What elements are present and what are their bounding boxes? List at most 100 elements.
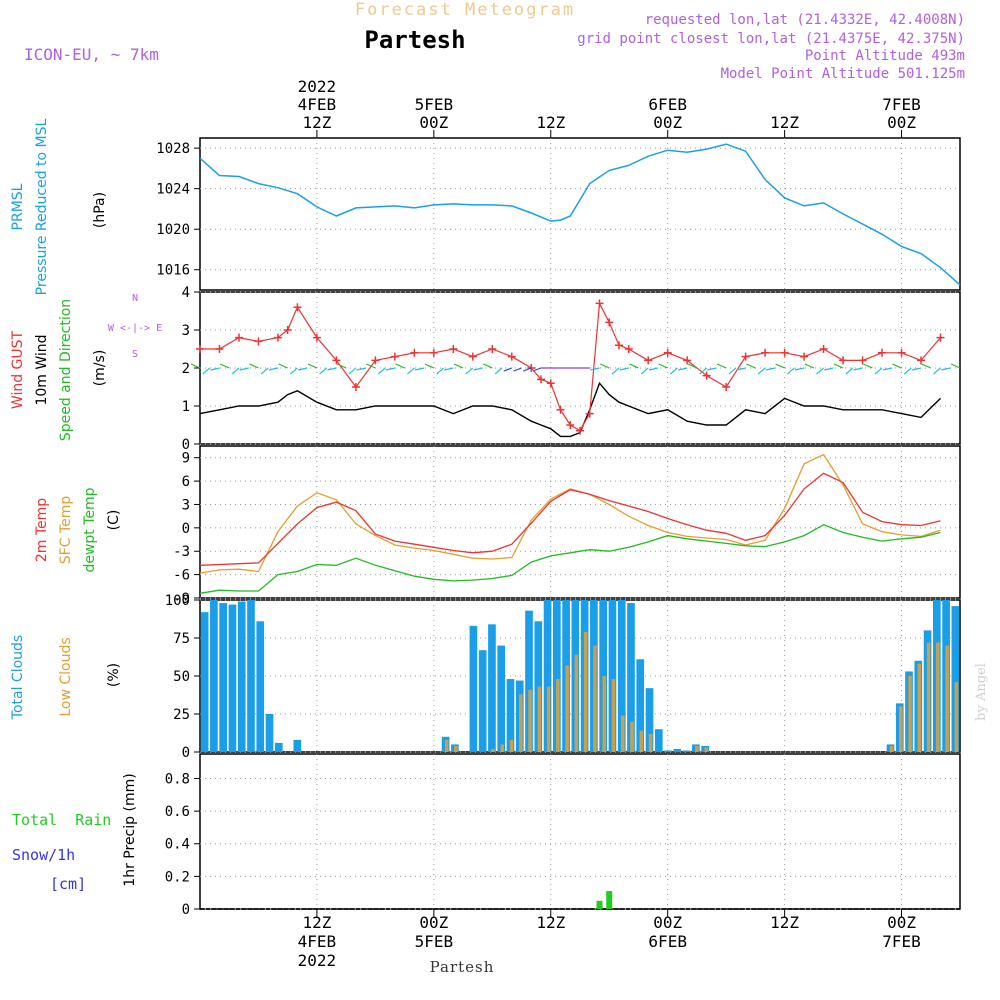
- bottom-time-label: 7FEB: [882, 932, 921, 951]
- low-cloud-bar: [565, 665, 569, 752]
- low-cloud-bar: [500, 744, 504, 752]
- wind-direction-arrow: [658, 363, 668, 369]
- low-cloud-bar: [639, 730, 644, 752]
- wind-gust-marker: [878, 348, 887, 357]
- total-cloud-bar: [247, 600, 255, 752]
- wind-direction-arrow: [619, 367, 629, 371]
- wind-direction-arrow: [503, 367, 513, 372]
- wind-direction-arrow: [786, 367, 795, 375]
- point-altitude: Point Altitude 493m: [805, 48, 965, 64]
- panel-frame: [199, 445, 961, 599]
- wind-direction-arrow: [699, 367, 708, 375]
- model-altitude: Model Point Altitude 501.125m: [721, 66, 965, 82]
- requested-coords: requested lon,lat (21.4332E, 42.4008N): [645, 12, 965, 28]
- total-cloud-bar: [488, 624, 496, 752]
- compass-n: N: [132, 293, 138, 304]
- total-cloud-bar: [664, 750, 672, 752]
- pressure-label-msl: Pressure Reduced to MSL: [34, 118, 50, 295]
- total-cloud-bar: [673, 748, 682, 752]
- wind-gust-marker: [624, 345, 633, 353]
- total-cloud-bar: [617, 600, 626, 752]
- bottom-time-label: 00Z: [887, 913, 916, 932]
- low-cloud-bar: [509, 739, 514, 752]
- wind-gust-marker: [507, 352, 516, 361]
- cloud-label-unit: (%): [106, 663, 122, 687]
- wind-direction-arrow: [465, 367, 474, 375]
- y-tick-label: 2: [182, 361, 190, 377]
- wind-gust-marker: [468, 352, 477, 361]
- bottom-time-label: 00Z: [653, 913, 682, 932]
- wind-gust-marker: [741, 352, 750, 361]
- y-tick-label: 6: [182, 474, 190, 490]
- temp-dewpt-line: [199, 523, 941, 594]
- total-cloud-bar: [525, 610, 533, 752]
- wind-direction-arrow: [239, 367, 249, 371]
- low-cloud-bar: [491, 748, 495, 752]
- wind-direction-arrow: [532, 367, 542, 372]
- wind-direction-arrow: [444, 367, 454, 371]
- y-tick-label: 1020: [156, 222, 190, 238]
- low-cloud-bar: [602, 676, 606, 752]
- y-tick-label: 100: [165, 593, 190, 609]
- top-time-label: 12Z: [770, 113, 799, 132]
- compass-s: S: [132, 349, 138, 360]
- y-tick-label: 0.4: [165, 837, 190, 853]
- total-cloud-bar: [552, 600, 561, 752]
- bottom-time-label: 00Z: [419, 913, 448, 932]
- total-cloud-bar: [210, 600, 218, 752]
- temp-sfc-line: [199, 453, 941, 574]
- wind-gust-marker: [897, 348, 906, 357]
- low-cloud-bar: [537, 686, 542, 752]
- total-cloud-bar: [469, 625, 478, 752]
- total-cloud-bar: [200, 612, 209, 752]
- total-cloud-bar: [265, 714, 274, 752]
- compass-we: W <-|-> E: [108, 323, 162, 334]
- rain-bar: [606, 891, 613, 909]
- panel-frame: [199, 753, 961, 910]
- wind-gust-marker: [293, 303, 302, 312]
- total-cloud-bar: [951, 606, 960, 752]
- temp-label-2m: 2m Temp: [34, 498, 50, 562]
- total-cloud-bar: [256, 621, 265, 752]
- wind-direction-arrow: [202, 367, 211, 375]
- wind-gust-marker: [215, 345, 224, 353]
- total-cloud-bar: [506, 679, 515, 752]
- wind-gust-marker: [546, 379, 555, 388]
- total-cloud-bar: [228, 604, 237, 752]
- wind-gust-marker: [576, 426, 584, 435]
- precip-label-unit: 1hr Precip (mm): [122, 773, 138, 886]
- y-tick-label: 3: [182, 323, 190, 339]
- wind-direction-arrow: [853, 367, 863, 371]
- location-title: Partesh: [364, 26, 465, 54]
- low-cloud-bar: [528, 689, 532, 752]
- wind-gust-marker: [449, 345, 458, 353]
- precip-legend-rain: Total Rain: [12, 811, 111, 829]
- wind-direction-arrow: [629, 363, 639, 369]
- wind-direction-arrow: [757, 367, 766, 375]
- wind-direction-arrow: [219, 363, 230, 369]
- wind-direction-arrow: [395, 363, 405, 369]
- temp-label-unit: (C): [106, 510, 122, 531]
- low-cloud-bar: [908, 676, 912, 752]
- wind-direction-arrow: [678, 367, 688, 371]
- wind-direction-arrow: [307, 363, 318, 369]
- wind-direction-arrow: [716, 363, 727, 369]
- wind-direction-arrow: [728, 367, 737, 375]
- wind-gust-marker: [644, 356, 653, 365]
- y-tick-label: 1: [182, 399, 190, 415]
- wind-direction-arrow: [816, 367, 824, 375]
- wind-direction-arrow: [775, 363, 785, 369]
- wind-direction-arrow: [513, 367, 522, 372]
- total-cloud-bar: [497, 645, 506, 752]
- low-cloud-bar: [889, 745, 894, 752]
- wind-direction-arrow: [473, 367, 483, 371]
- y-tick-label: 75: [173, 631, 190, 647]
- bottom-time-label: 4FEB: [298, 932, 337, 951]
- wind-direction-arrow: [268, 367, 279, 371]
- top-time-label: 2022: [298, 77, 337, 96]
- top-time-label: 00Z: [653, 113, 682, 132]
- total-cloud-bar: [478, 650, 487, 752]
- wind-gust-marker: [839, 356, 848, 365]
- total-cloud-bar: [293, 739, 302, 752]
- wind-direction-arrow: [590, 367, 600, 371]
